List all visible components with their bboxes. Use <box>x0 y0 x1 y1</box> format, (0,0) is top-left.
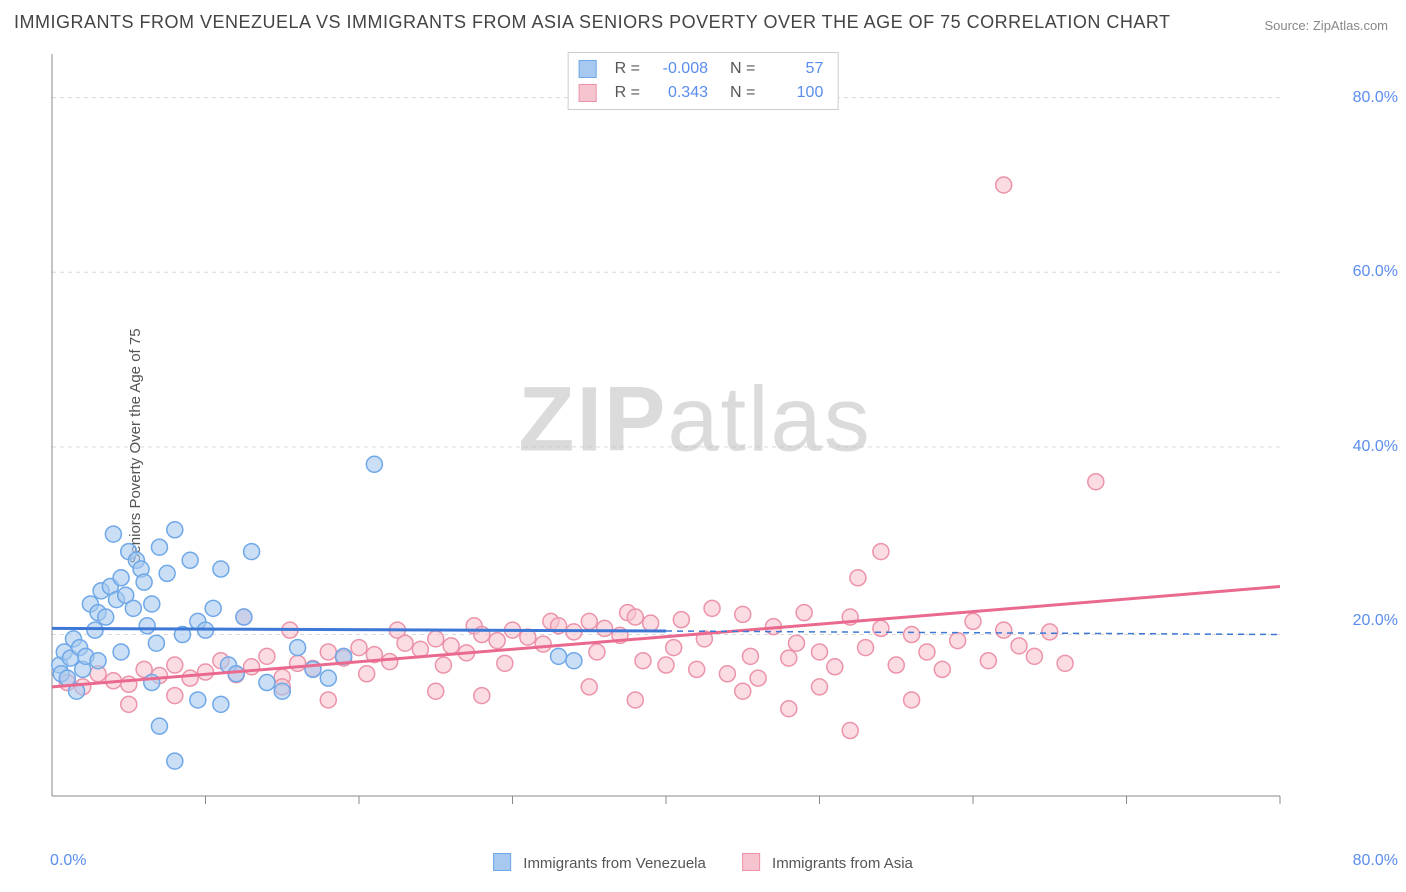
swatch-venezuela <box>493 853 511 871</box>
legend-item-venezuela: Immigrants from Venezuela <box>493 853 706 872</box>
series-legend: Immigrants from Venezuela Immigrants fro… <box>493 853 913 872</box>
swatch-venezuela <box>579 60 597 78</box>
swatch-asia <box>742 853 760 871</box>
n-label: N = <box>730 57 755 81</box>
r-label: R = <box>615 81 640 105</box>
swatch-asia <box>579 84 597 102</box>
source-attribution: Source: ZipAtlas.com <box>1264 18 1388 33</box>
r-value-venezuela: -0.008 <box>650 57 708 81</box>
y-tick-label: 40.0% <box>1353 438 1398 456</box>
plot-svg <box>50 46 1340 826</box>
stats-legend: R = -0.008 N = 57 R = 0.343 N = 100 <box>568 52 839 110</box>
n-label: N = <box>730 81 755 105</box>
x-axis-min-label: 0.0% <box>50 852 86 870</box>
y-tick-label: 20.0% <box>1353 612 1398 630</box>
y-tick-label: 80.0% <box>1353 89 1398 107</box>
r-label: R = <box>615 57 640 81</box>
legend-row-venezuela: R = -0.008 N = 57 <box>579 57 824 81</box>
legend-label-venezuela: Immigrants from Venezuela <box>523 855 706 872</box>
legend-item-asia: Immigrants from Asia <box>742 853 913 872</box>
scatter-plot: ZIPatlas <box>50 46 1340 826</box>
n-value-asia: 100 <box>765 81 823 105</box>
y-tick-label: 60.0% <box>1353 263 1398 281</box>
legend-label-asia: Immigrants from Asia <box>772 855 913 872</box>
chart-title: IMMIGRANTS FROM VENEZUELA VS IMMIGRANTS … <box>14 12 1171 33</box>
n-value-venezuela: 57 <box>765 57 823 81</box>
x-axis-max-label: 80.0% <box>1353 852 1398 870</box>
legend-row-asia: R = 0.343 N = 100 <box>579 81 824 105</box>
r-value-asia: 0.343 <box>650 81 708 105</box>
